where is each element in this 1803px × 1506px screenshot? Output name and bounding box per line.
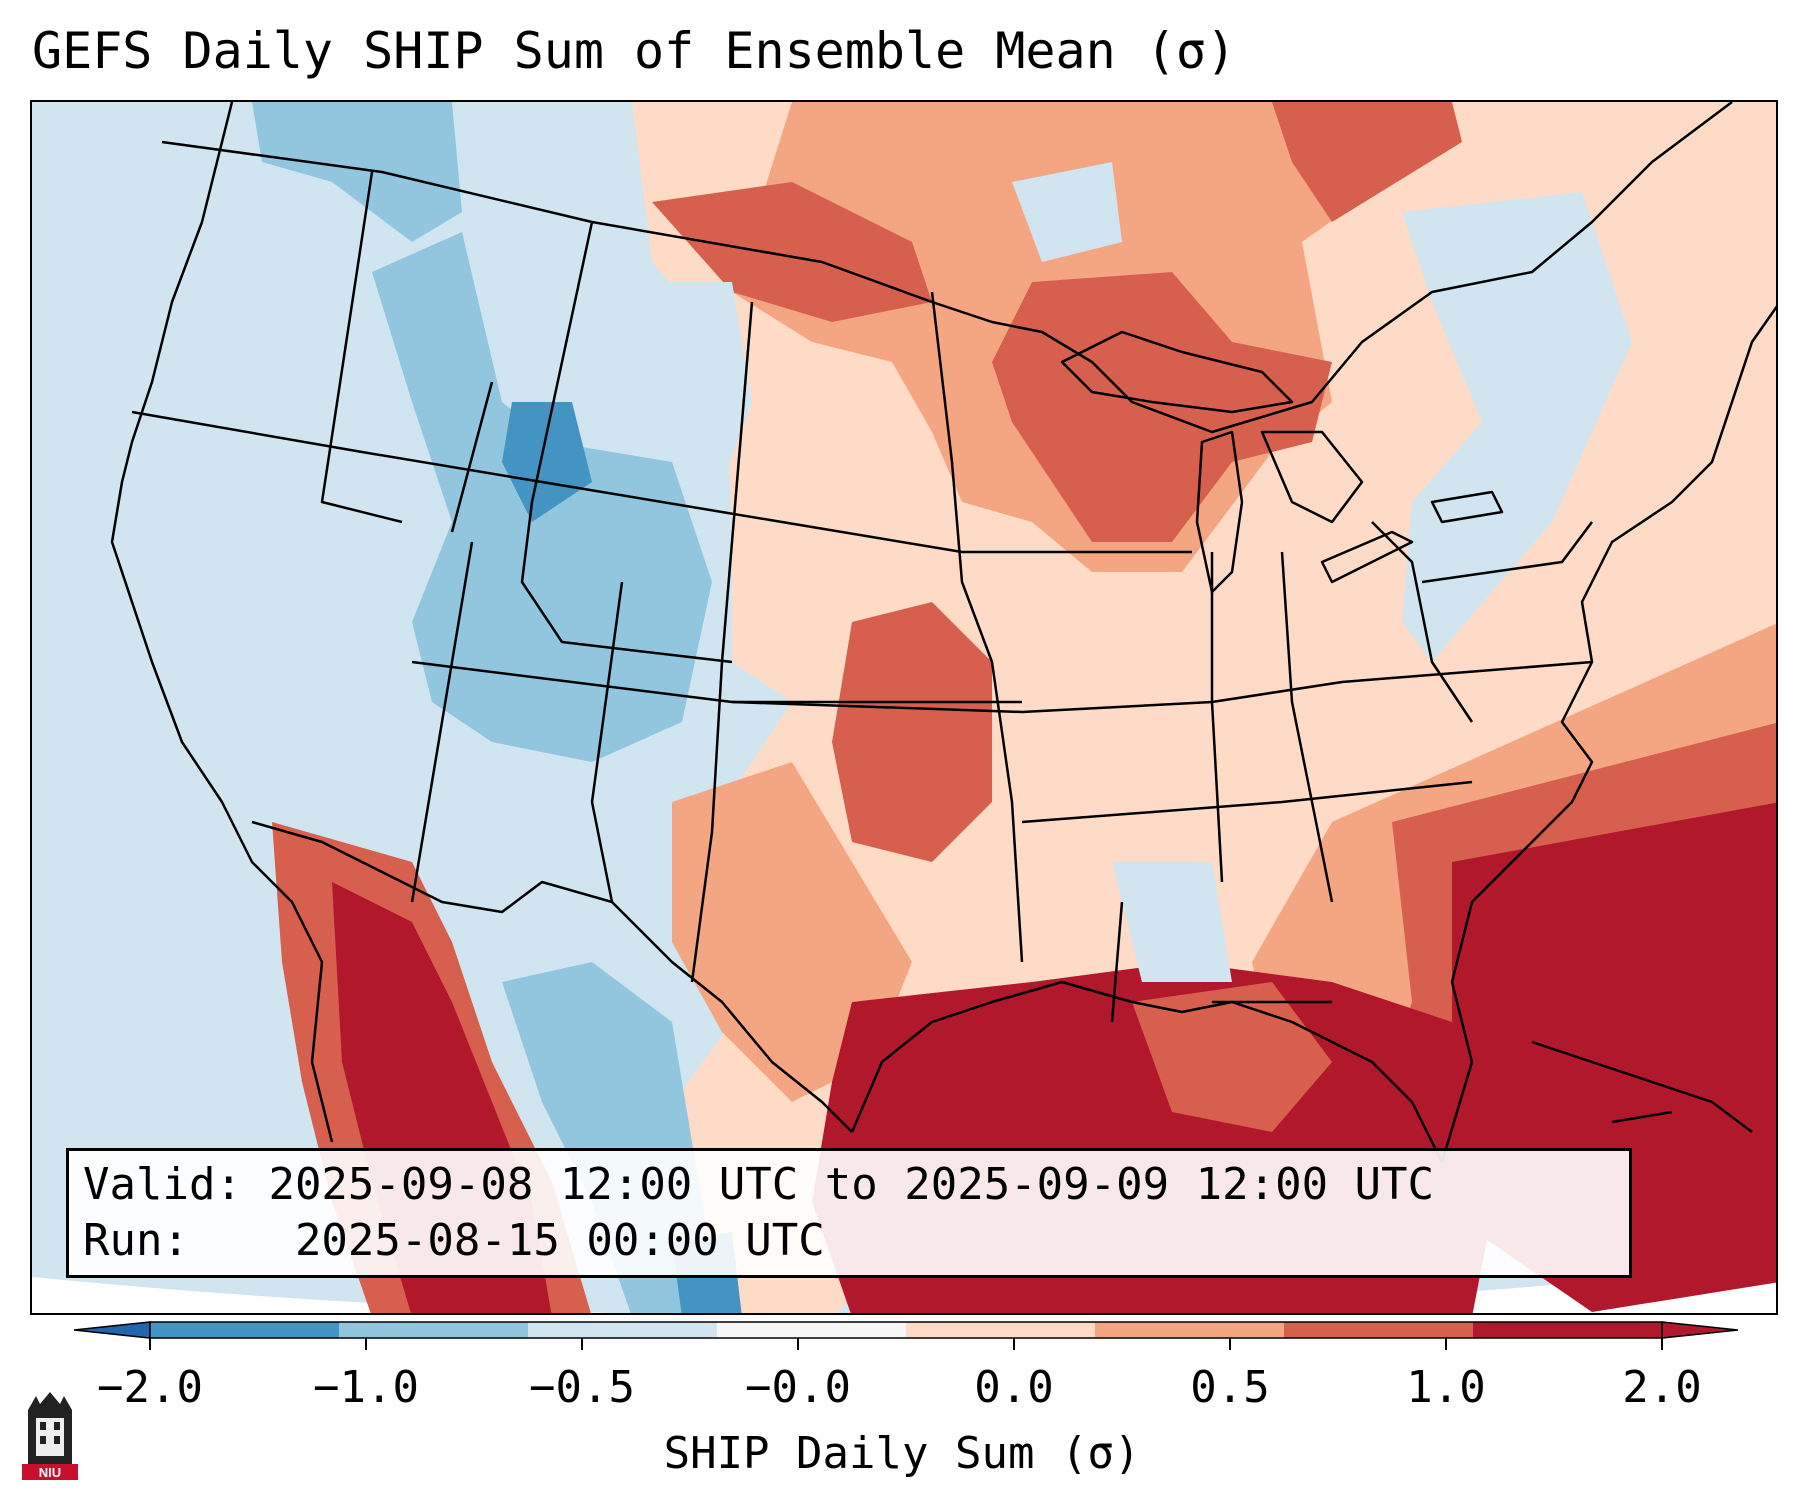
colorbar-tick-label: −0.5 — [529, 1362, 635, 1413]
colorbar-segment — [1473, 1322, 1662, 1338]
map-boundaries — [110, 102, 1776, 1163]
colorbar-segment — [339, 1322, 528, 1338]
coastline-west — [110, 102, 334, 1143]
colorbar-tick-label: −0.0 — [745, 1362, 851, 1413]
colorbar-over-extension — [1661, 1321, 1739, 1339]
coastline-east — [1440, 305, 1776, 1163]
valid-value: 2025-09-08 12:00 UTC to 2025-09-09 12:00… — [268, 1159, 1435, 1210]
lake-superior — [1060, 330, 1294, 414]
run-label: Run: — [83, 1215, 189, 1266]
colorbar-outline — [149, 1321, 1663, 1339]
colorbar-tick-label: 0.0 — [974, 1362, 1054, 1413]
colorbar-label: SHIP Daily Sum (σ) — [663, 1428, 1141, 1479]
colorbar-tick-label: 2.0 — [1622, 1362, 1702, 1413]
niu-logo-icon: NIU — [22, 1392, 78, 1480]
colorbar-tick-label: −2.0 — [97, 1362, 203, 1413]
colorbar-segment — [1095, 1322, 1284, 1338]
lake-michigan — [1195, 430, 1244, 594]
valid-line: Valid: 2025-09-08 12:00 UTC to 2025-09-0… — [83, 1157, 1629, 1213]
lake-erie — [1320, 530, 1414, 584]
logo-text: NIU — [39, 1465, 61, 1480]
colorbar-segment — [150, 1322, 339, 1338]
colorbar-segment — [528, 1322, 717, 1338]
border-us-canada — [161, 102, 1733, 434]
run-line: Run: 2025-08-15 00:00 UTC — [83, 1213, 1629, 1269]
map-panel — [30, 100, 1778, 1315]
valid-label: Valid: — [83, 1159, 242, 1210]
cuba-outline — [1531, 1040, 1753, 1133]
lake-ontario — [1430, 490, 1504, 524]
lake-huron — [1260, 430, 1364, 524]
colorbar-tick-label: 1.0 — [1406, 1362, 1486, 1413]
colorbar-segment — [1284, 1322, 1473, 1338]
colorbar-segment — [717, 1322, 906, 1338]
colorbar-under-extension — [73, 1321, 151, 1339]
map-title: GEFS Daily SHIP Sum of Ensemble Mean (σ) — [32, 22, 1237, 80]
run-value: 2025-08-15 00:00 UTC — [294, 1215, 825, 1266]
validity-info-box: Valid: 2025-09-08 12:00 UTC to 2025-09-0… — [66, 1148, 1632, 1278]
colorbar-tick-label: −1.0 — [313, 1362, 419, 1413]
coastline-gulf — [850, 980, 1444, 1163]
colorbar-segment — [906, 1322, 1095, 1338]
colorbar-tick-label: 0.5 — [1190, 1362, 1270, 1413]
